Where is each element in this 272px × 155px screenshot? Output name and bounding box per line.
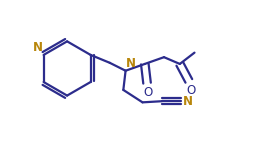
Text: N: N (32, 41, 42, 54)
Text: N: N (183, 95, 193, 108)
Text: N: N (126, 57, 136, 70)
Text: O: O (186, 84, 195, 97)
Text: O: O (144, 86, 153, 99)
